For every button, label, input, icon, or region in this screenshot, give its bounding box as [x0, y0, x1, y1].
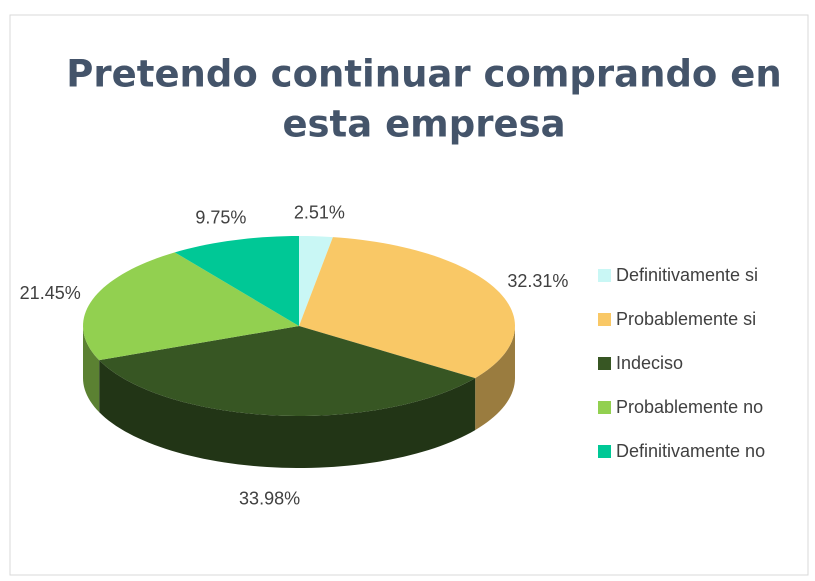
- slice: [174, 236, 299, 326]
- slice: [83, 252, 299, 361]
- slice: [299, 237, 515, 379]
- legend-label: Probablemente no: [616, 397, 763, 417]
- data-label: 32.31%: [507, 271, 568, 291]
- data-label: 33.98%: [239, 489, 300, 509]
- data-label: 21.45%: [20, 283, 81, 303]
- chart-title: Pretendo continuar comprando en: [66, 53, 781, 96]
- legend-swatch: [598, 401, 611, 414]
- data-label: 2.51%: [294, 203, 345, 223]
- legend-label: Definitivamente no: [616, 441, 765, 461]
- legend-label: Definitivamente si: [616, 265, 758, 285]
- legend-swatch: [598, 313, 611, 326]
- legend-label: Indeciso: [616, 353, 683, 373]
- slice-side: [99, 360, 476, 468]
- legend-swatch: [598, 445, 611, 458]
- chart-title: esta empresa: [282, 103, 565, 146]
- slice-side: [475, 326, 515, 431]
- slice-side: [83, 326, 100, 413]
- legend-label: Probablemente si: [616, 309, 756, 329]
- slice: [299, 236, 333, 326]
- data-label: 9.75%: [195, 207, 246, 227]
- slice: [99, 326, 476, 416]
- legend-swatch: [598, 357, 611, 370]
- legend-swatch: [598, 269, 611, 282]
